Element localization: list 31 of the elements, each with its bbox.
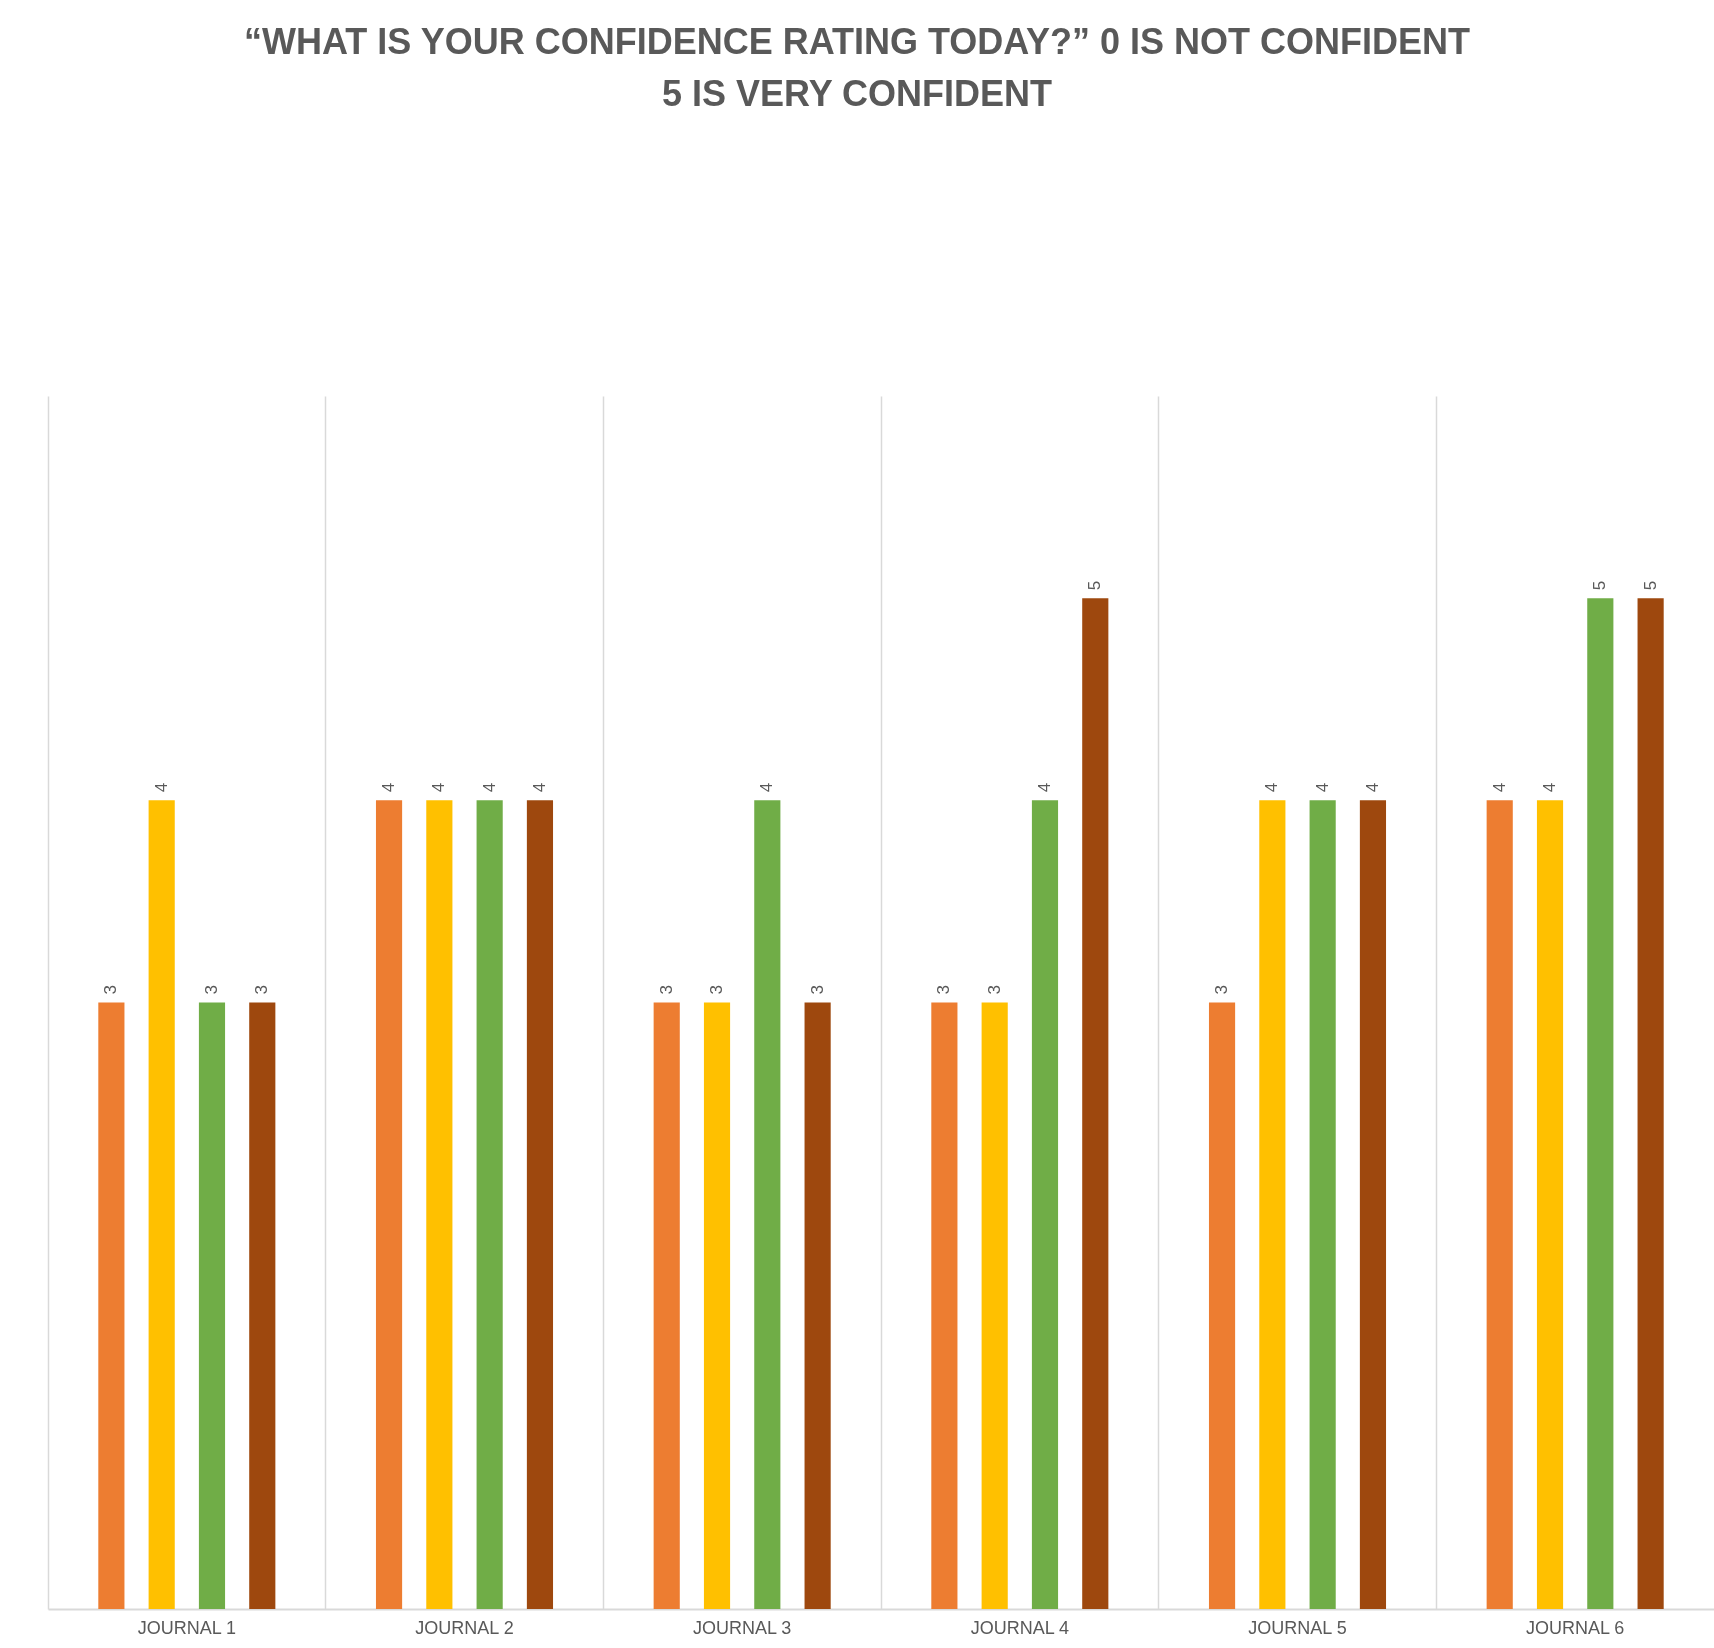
data-label: 4 bbox=[1362, 782, 1382, 793]
data-label: 4 bbox=[151, 782, 171, 793]
data-label: 5 bbox=[1085, 580, 1105, 591]
data-label: 4 bbox=[1489, 782, 1509, 793]
data-label: 3 bbox=[984, 985, 1004, 995]
x-tick-label: JOURNAL 1 bbox=[137, 1617, 237, 1638]
data-label: 4 bbox=[429, 782, 449, 793]
data-label: 3 bbox=[656, 985, 676, 995]
x-tick-label: JOURNAL 6 bbox=[1525, 1617, 1625, 1638]
chart-title: “WHAT IS YOUR CONFIDENCE RATING TODAY?” 0 IS NOT CONFIDENT 5 IS VERY CONFIDENT bbox=[243, 21, 1471, 114]
data-label: 3 bbox=[934, 985, 954, 995]
data-label: 3 bbox=[807, 985, 827, 995]
x-tick-label: JOURNAL 5 bbox=[1248, 1617, 1347, 1638]
data-label: 3 bbox=[201, 985, 221, 995]
data-label: 5 bbox=[1640, 580, 1660, 591]
x-tick-label: JOURNAL 3 bbox=[692, 1617, 792, 1638]
data-label: 3 bbox=[101, 985, 121, 995]
x-tick-label: JOURNAL 2 bbox=[415, 1617, 514, 1638]
data-label: 4 bbox=[1312, 782, 1332, 793]
data-label: 4 bbox=[1034, 782, 1054, 793]
data-label: 3 bbox=[1212, 985, 1232, 995]
data-label: 4 bbox=[479, 782, 499, 793]
data-label: 4 bbox=[529, 782, 549, 793]
data-label: 3 bbox=[252, 985, 272, 995]
data-label: 4 bbox=[1262, 782, 1282, 793]
x-tick-label: JOURNAL 4 bbox=[970, 1617, 1070, 1638]
data-label: 4 bbox=[757, 782, 777, 793]
data-label: 4 bbox=[1540, 782, 1560, 793]
data-label: 5 bbox=[1590, 580, 1610, 591]
data-label: 4 bbox=[379, 782, 399, 793]
data-label: 3 bbox=[707, 985, 727, 995]
